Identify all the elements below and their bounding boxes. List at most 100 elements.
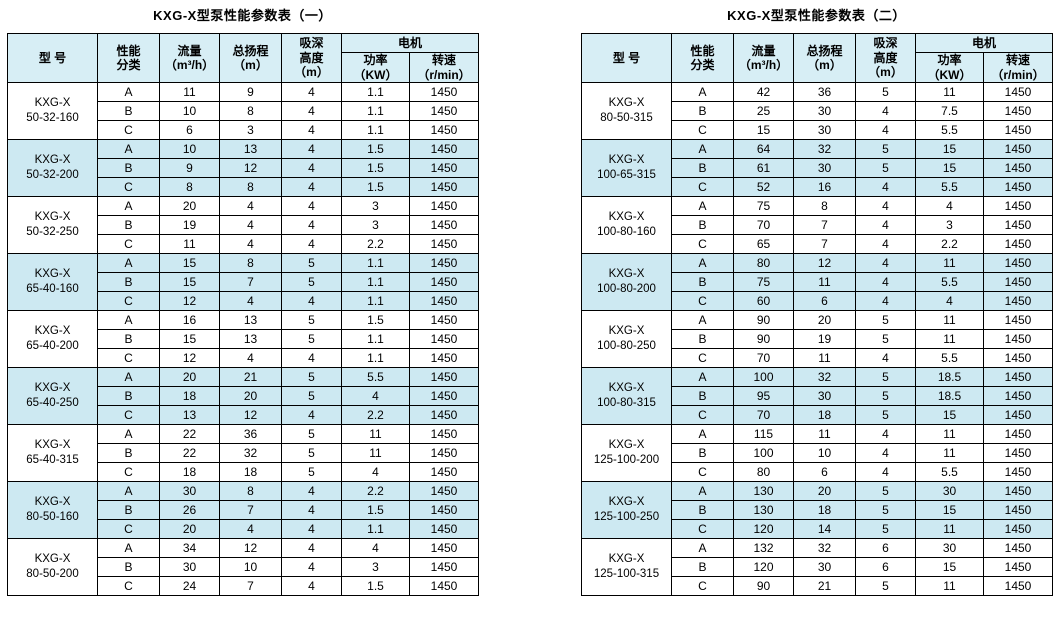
head-cell: 4: [219, 519, 282, 539]
head-cell: 6: [793, 291, 856, 311]
model-cell: KXG-X 100-65-315: [581, 139, 672, 197]
suction-cell: 5: [281, 386, 342, 406]
power-cell: 11: [915, 576, 984, 596]
head-cell: 18: [793, 500, 856, 520]
head-cell: 30: [793, 386, 856, 406]
header-category: 性能 分类: [97, 33, 160, 83]
suction-cell: 5: [281, 329, 342, 349]
power-cell: 1.5: [341, 500, 410, 520]
power-cell: 11: [341, 424, 410, 444]
table-row: B 70 7 4 3 1450: [582, 215, 1054, 235]
flow-cell: 19: [159, 215, 220, 235]
speed-cell: 1450: [982, 405, 1054, 425]
flow-cell: 16: [159, 310, 220, 330]
category-cell: C: [671, 234, 734, 254]
table-row: B 15 13 5 1.1 1450: [8, 329, 480, 349]
power-cell: 11: [915, 329, 984, 349]
table-row: KXG-X 125-100-200 A 115 11 4 11 1450: [581, 424, 1054, 482]
flow-cell: 70: [733, 348, 794, 368]
speed-cell: 1450: [408, 557, 480, 577]
model-cell: KXG-X 65-40-250: [7, 367, 98, 425]
suction-cell: 4: [281, 519, 342, 539]
table-row: KXG-X 100-80-200 A 80 12 4 11 1450: [581, 253, 1054, 311]
model-cell: KXG-X 50-32-200: [7, 139, 98, 197]
power-cell: 1.1: [341, 348, 410, 368]
power-cell: 30: [915, 481, 984, 501]
category-cell: C: [97, 519, 160, 539]
speed-cell: 1450: [408, 500, 480, 520]
header-motor: 电机: [914, 33, 1054, 53]
table-row: B 100 10 4 11 1450: [582, 443, 1054, 463]
speed-cell: 1450: [408, 405, 480, 425]
table-row: B 95 30 5 18.5 1450: [582, 386, 1054, 406]
power-cell: 11: [915, 310, 984, 330]
speed-cell: 1450: [408, 310, 480, 330]
category-cell: A: [97, 82, 160, 102]
power-cell: 5.5: [915, 348, 984, 368]
table-row: KXG-X 80-50-315 A 42 36 5 11 1450: [581, 82, 1054, 140]
flow-cell: 70: [733, 405, 794, 425]
category-cell: C: [671, 348, 734, 368]
suction-cell: 5: [281, 424, 342, 444]
power-cell: 3: [341, 557, 410, 577]
power-cell: 1.1: [341, 253, 410, 273]
speed-cell: 1450: [408, 158, 480, 178]
power-cell: 15: [915, 500, 984, 520]
table-row: KXG-X 65-40-200 A 16 13 5 1.5 1450: [7, 310, 480, 368]
category-cell: B: [671, 272, 734, 292]
speed-cell: 1450: [982, 215, 1054, 235]
head-cell: 7: [219, 272, 282, 292]
suction-cell: 4: [281, 500, 342, 520]
table-row: KXG-X 50-32-160 A 11 9 4 1.1 1450: [7, 82, 480, 140]
power-cell: 2.2: [341, 405, 410, 425]
suction-cell: 4: [281, 348, 342, 368]
head-cell: 7: [793, 215, 856, 235]
speed-cell: 1450: [408, 139, 480, 159]
flow-cell: 90: [733, 329, 794, 349]
head-cell: 11: [793, 424, 856, 444]
suction-cell: 4: [281, 538, 342, 558]
category-cell: B: [671, 500, 734, 520]
power-cell: 3: [341, 215, 410, 235]
power-cell: 1.1: [341, 82, 410, 102]
category-cell: C: [671, 291, 734, 311]
suction-cell: 5: [855, 367, 916, 387]
head-cell: 8: [219, 101, 282, 121]
table-row: C 18 18 5 4 1450: [8, 462, 480, 482]
category-cell: A: [97, 538, 160, 558]
flow-cell: 26: [159, 500, 220, 520]
flow-cell: 65: [733, 234, 794, 254]
flow-cell: 24: [159, 576, 220, 596]
table-row: KXG-X 100-80-315 A 100 32 5 18.5 1450: [581, 367, 1054, 425]
suction-cell: 4: [855, 120, 916, 140]
speed-cell: 1450: [982, 291, 1054, 311]
suction-cell: 4: [281, 158, 342, 178]
speed-cell: 1450: [408, 481, 480, 501]
category-cell: C: [671, 462, 734, 482]
category-cell: B: [671, 215, 734, 235]
flow-cell: 9: [159, 158, 220, 178]
head-cell: 10: [219, 557, 282, 577]
category-cell: B: [671, 386, 734, 406]
head-cell: 19: [793, 329, 856, 349]
suction-cell: 5: [281, 310, 342, 330]
category-cell: A: [671, 82, 734, 102]
head-cell: 11: [793, 348, 856, 368]
power-cell: 1.5: [341, 158, 410, 178]
flow-cell: 130: [733, 481, 794, 501]
power-cell: 1.5: [341, 310, 410, 330]
flow-cell: 20: [159, 519, 220, 539]
head-cell: 7: [793, 234, 856, 254]
suction-cell: 5: [281, 253, 342, 273]
flow-cell: 30: [159, 481, 220, 501]
speed-cell: 1450: [408, 576, 480, 596]
table-one-body: KXG-X 50-32-160 A 11 9 4 1.1 1450 B 10 8 4 1.1 1450 C…: [7, 82, 480, 596]
table-row: B 30 10 4 3 1450: [8, 557, 480, 577]
table-row: KXG-X 65-40-160 A 15 8 5 1.1 1450: [7, 253, 480, 311]
table-row: C 90 21 5 11 1450: [582, 576, 1054, 596]
power-cell: 5.5: [915, 177, 984, 197]
category-cell: A: [671, 310, 734, 330]
head-cell: 4: [219, 291, 282, 311]
table-row: C 70 18 5 15 1450: [582, 405, 1054, 425]
table-two-title: KXG-X型泵性能参数表（二）: [727, 8, 906, 23]
